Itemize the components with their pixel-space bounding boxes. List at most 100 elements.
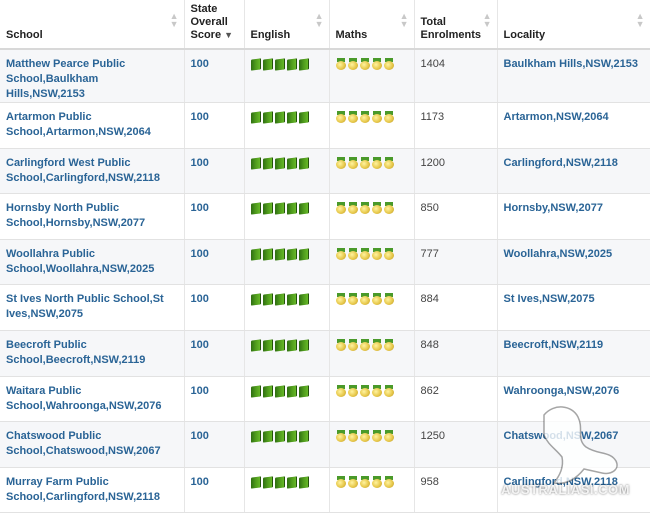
score-value: 100 bbox=[190, 111, 209, 123]
sort-arrows-icon[interactable]: ▲ ▼ bbox=[399, 11, 409, 29]
medal-icon bbox=[335, 58, 346, 70]
table-row: Waitara Public School,Wahroonga,NSW,2076… bbox=[0, 376, 650, 423]
sort-desc-icon[interactable]: ▼ bbox=[224, 30, 233, 40]
school-link[interactable]: Woollahra Public School,Woollahra,NSW,20… bbox=[6, 247, 155, 275]
school-link[interactable]: Carlingford West Public School,Carlingfo… bbox=[6, 156, 161, 184]
book-icon bbox=[286, 111, 297, 124]
column-header-locality[interactable]: Locality ▲ ▼ bbox=[497, 0, 650, 50]
table-body: Matthew Pearce Public School,Baulkham Hi… bbox=[0, 49, 650, 513]
book-icon-rating bbox=[250, 194, 323, 219]
book-icon bbox=[286, 430, 297, 443]
medal-icon bbox=[371, 384, 382, 397]
locality-link[interactable]: Chatswood,NSW,2067 bbox=[503, 430, 619, 443]
column-header-enrolments[interactable]: Total Enrolments ▲ ▼ bbox=[414, 0, 498, 50]
score-value: 100 bbox=[190, 338, 209, 351]
book-icon bbox=[298, 248, 309, 261]
column-header-label: Maths bbox=[335, 29, 368, 41]
book-icon bbox=[274, 430, 285, 443]
medal-icon bbox=[383, 475, 394, 488]
locality-link[interactable]: Artarmon,NSW,2064 bbox=[503, 111, 609, 123]
book-icon bbox=[274, 248, 285, 261]
locality-link[interactable]: Baulkham Hills,NSW,2153 bbox=[503, 58, 639, 70]
book-icon-rating bbox=[250, 103, 323, 128]
book-icon bbox=[298, 384, 309, 398]
school-link[interactable]: Hornsby North Public School,Hornsby,NSW,… bbox=[6, 202, 146, 230]
locality-link[interactable]: Beecroft,NSW,2119 bbox=[503, 338, 604, 351]
locality-link[interactable]: Hornsby,NSW,2077 bbox=[503, 202, 603, 215]
school-link[interactable]: Matthew Pearce Public School,Baulkham Hi… bbox=[6, 58, 126, 100]
cell-maths bbox=[329, 467, 415, 513]
cell-score: 100 bbox=[184, 376, 245, 423]
medal-icon bbox=[371, 58, 382, 70]
cell-score: 100 bbox=[184, 102, 245, 149]
enrolments-value: 1250 bbox=[420, 430, 445, 443]
cell-maths bbox=[329, 239, 415, 286]
book-icon-rating bbox=[250, 149, 323, 174]
cell-english bbox=[244, 193, 330, 240]
book-icon bbox=[274, 111, 285, 124]
score-value: 100 bbox=[190, 247, 209, 260]
cell-score: 100 bbox=[184, 193, 245, 240]
medal-icon bbox=[371, 156, 382, 169]
book-icon bbox=[298, 430, 309, 443]
medal-icon bbox=[347, 111, 358, 123]
cell-english bbox=[244, 239, 330, 286]
book-icon bbox=[286, 58, 297, 71]
medal-icon bbox=[335, 247, 346, 260]
medal-icon bbox=[347, 58, 358, 70]
locality-link[interactable]: Carlingford,NSW,2118 bbox=[503, 156, 618, 169]
locality-link[interactable]: Wahroonga,NSW,2076 bbox=[503, 384, 620, 397]
medal-icon bbox=[359, 475, 370, 488]
locality-link[interactable]: St Ives,NSW,2075 bbox=[503, 293, 595, 306]
table-row: Artarmon Public School,Artarmon,NSW,2064… bbox=[0, 102, 650, 149]
medal-icon bbox=[371, 111, 382, 123]
locality-link[interactable]: Carlingford,NSW,2118 bbox=[503, 475, 618, 488]
book-icon bbox=[298, 111, 309, 124]
school-link[interactable]: Artarmon Public School,Artarmon,NSW,2064 bbox=[6, 111, 151, 138]
school-link[interactable]: Chatswood Public School,Chatswood,NSW,20… bbox=[6, 430, 161, 458]
cell-locality: Chatswood,NSW,2067 bbox=[497, 421, 650, 468]
score-value: 100 bbox=[190, 293, 209, 306]
cell-score: 100 bbox=[184, 49, 245, 103]
column-header-school[interactable]: School ▲ ▼ bbox=[0, 0, 185, 50]
score-value: 100 bbox=[190, 430, 209, 443]
book-icon bbox=[262, 111, 273, 124]
school-link[interactable]: Waitara Public School,Wahroonga,NSW,2076 bbox=[6, 384, 162, 412]
enrolments-value: 850 bbox=[420, 202, 439, 215]
sort-arrows-icon[interactable]: ▲ ▼ bbox=[635, 11, 645, 29]
sort-arrows-icon[interactable]: ▲ ▼ bbox=[169, 11, 179, 29]
cell-enrolments: 862 bbox=[414, 376, 498, 423]
locality-link[interactable]: Woollahra,NSW,2025 bbox=[503, 247, 613, 260]
table-row: Hornsby North Public School,Hornsby,NSW,… bbox=[0, 193, 650, 240]
book-icon-rating bbox=[250, 240, 323, 265]
column-header-english[interactable]: English ▲ ▼ bbox=[244, 0, 330, 50]
medal-icon bbox=[335, 475, 346, 488]
cell-score: 100 bbox=[184, 467, 245, 513]
column-header-maths[interactable]: Maths ▲ ▼ bbox=[329, 0, 415, 50]
sort-arrows-icon[interactable]: ▲ ▼ bbox=[482, 11, 492, 29]
cell-english bbox=[244, 376, 330, 423]
score-value: 100 bbox=[190, 156, 209, 169]
book-icon bbox=[250, 339, 261, 352]
medal-icon bbox=[359, 384, 370, 397]
book-icon bbox=[274, 58, 285, 71]
school-link[interactable]: Beecroft Public School,Beecroft,NSW,2119 bbox=[6, 338, 146, 366]
cell-english bbox=[244, 467, 330, 513]
book-icon bbox=[262, 384, 273, 398]
medal-icon bbox=[347, 202, 358, 215]
sort-arrows-icon[interactable]: ▲ ▼ bbox=[314, 11, 324, 29]
medal-icon bbox=[371, 430, 382, 443]
cell-maths bbox=[329, 376, 415, 423]
enrolments-value: 1173 bbox=[420, 111, 445, 123]
school-link[interactable]: Murray Farm Public School,Carlingford,NS… bbox=[6, 475, 161, 503]
book-icon bbox=[298, 202, 309, 215]
school-link[interactable]: St Ives North Public School,St Ives,NSW,… bbox=[6, 293, 164, 321]
medal-icon bbox=[383, 58, 394, 70]
column-header-score[interactable]: State Overall Score ▼ bbox=[184, 0, 245, 50]
cell-locality: Carlingford,NSW,2118 bbox=[497, 467, 650, 513]
score-value: 100 bbox=[190, 202, 209, 215]
book-icon bbox=[298, 156, 309, 170]
cell-school: Beecroft Public School,Beecroft,NSW,2119 bbox=[0, 330, 185, 377]
column-header-label: Total Enrolments bbox=[420, 16, 482, 41]
cell-enrolments: 884 bbox=[414, 284, 498, 331]
